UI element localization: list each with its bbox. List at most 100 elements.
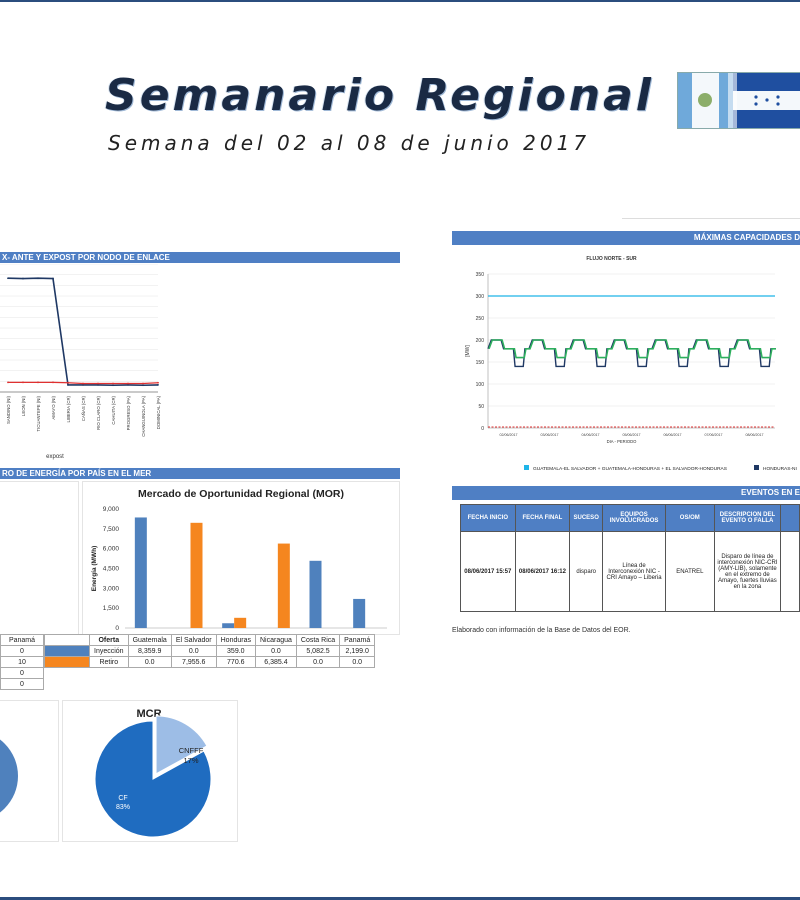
y-tick-label: 150 (476, 360, 485, 366)
legend-swatch (754, 465, 759, 470)
bar (134, 517, 147, 628)
page-title: Semanario Regional (105, 70, 654, 121)
page-subtitle: Semana del 02 al 08 de junio 2017 (108, 131, 591, 155)
mor-table-header: Nicaragua (254, 634, 297, 646)
legend-swatch-retiro (44, 656, 90, 668)
x-tick-label: 08/06/2017 (746, 433, 764, 437)
left-pie-panel (0, 700, 59, 842)
data-point (82, 383, 84, 386)
legend-swatch-inyeccion (44, 645, 90, 657)
events-col-header: FECHA FINAL (514, 504, 571, 532)
legend-swatch-cell (44, 634, 90, 646)
mor-cell: 6,385.4 (254, 656, 297, 668)
series-line (7, 277, 159, 387)
x-tick-label: CAÑAS (CR) (81, 395, 86, 421)
data-point (52, 381, 54, 384)
y-tick-label: 9,000 (103, 506, 120, 513)
chart-title: Mercado de Oportunidad Regional (MOR) (138, 488, 344, 500)
mor-table-header: Honduras (215, 634, 256, 646)
y-tick-label: 100 (476, 382, 485, 388)
footnote: Elaborado con información de la Base de … (452, 627, 631, 634)
x-axis-label: DIA - PERIODO (607, 439, 638, 444)
mor-cell: 7,955.6 (170, 656, 217, 668)
mor-cell: 0.0 (295, 656, 341, 668)
mor-cell: 0.0 (254, 645, 297, 657)
events-col-header: DESCRIPCION DEL EVENTO O FALLA (713, 504, 782, 532)
section-header-max-capacity: MÁXIMAS CAPACIDADES D (452, 231, 800, 245)
series-line-green (488, 339, 776, 359)
data-point (112, 382, 114, 385)
mor-cell: 5,082.5 (295, 645, 341, 657)
section-header-max-capacity-label: MÁXIMAS CAPACIDADES D (693, 233, 800, 242)
x-tick-label: PROGRESO (PA) (126, 395, 131, 430)
section-header-energy: RO DE ENERGÍA POR PAÍS EN EL MER (0, 468, 400, 479)
y-tick-label: 50 (478, 404, 484, 410)
section-header-nodes: X- ANTE Y EXPOST POR NODO DE ENLACE (0, 252, 400, 263)
left-table-cell: 0 (0, 645, 44, 657)
x-tick-label: 07/06/2017 (705, 433, 723, 437)
y-axis-label: Energía (MWh) (91, 546, 98, 592)
data-point (127, 382, 129, 385)
events-col-header: SUCESO (569, 504, 604, 532)
mor-table-header: Costa Rica (295, 634, 341, 646)
chart-title: MCR (136, 708, 161, 720)
x-tick-label: RIO CLARO (CR) (96, 395, 101, 429)
x-tick-label: DOMINICAL (PA) (156, 395, 161, 429)
x-tick-label: TICUANTEPE (NI) (36, 395, 41, 431)
mor-cell: 8,359.9 (127, 645, 172, 657)
pie-label: CF (118, 795, 127, 802)
fluid-line-chart: FLUJO NORTE - SUR 0 50 100 150 200 250 300 350 [M… (452, 250, 800, 480)
section-header-events-label: EVENTOS EN E (741, 488, 800, 497)
mor-data-table: Oferta Guatemala El Salvador Honduras Ni… (44, 634, 376, 668)
section-header-events: EVENTOS EN E (452, 486, 800, 500)
mor-cell: 0.0 (339, 656, 376, 668)
left-country-table: Panamá 0 10 0 0 (0, 634, 44, 690)
mor-cell: 0.0 (170, 645, 217, 657)
event-start: 08/06/2017 15:57 (460, 531, 516, 612)
y-tick-label: 1,500 (103, 605, 120, 612)
y-tick-label: 3,000 (103, 585, 120, 592)
x-tick-label: 04/06/2017 (582, 433, 600, 437)
mor-cell: 0.0 (127, 656, 172, 668)
x-tick-label: 02/06/2017 (500, 433, 518, 437)
y-tick-label: 4,500 (103, 566, 120, 573)
mor-table-header: Oferta (89, 634, 129, 646)
x-tick-label: AMAYO (NI) (51, 395, 56, 419)
legend-label: GUATEMALA-EL SALVADOR + GUATEMALA-HONDUR… (533, 466, 727, 472)
left-table-cell: 0 (0, 678, 44, 690)
mor-cell: 2,199.0 (339, 645, 376, 657)
event-description: Disparo de línea de interconexión NIC-CR… (713, 531, 782, 612)
y-tick-label: 6,000 (103, 546, 120, 553)
x-axis-label: expost (46, 454, 64, 460)
data-point (67, 381, 69, 384)
flags-logo (677, 72, 800, 129)
data-point (22, 381, 24, 384)
events-table: FECHA INICIO FECHA FINAL SUCESO EQUIPOS … (460, 504, 800, 612)
data-point (157, 381, 159, 384)
bottom-border (0, 897, 800, 900)
bar (222, 623, 235, 628)
y-tick-label: 200 (476, 338, 485, 344)
event-end: 08/06/2017 16:12 (514, 531, 571, 612)
mor-table-header: Panamá (339, 634, 376, 646)
y-tick-label: 250 (476, 316, 485, 322)
mor-table-header: Guatemala (127, 634, 172, 646)
events-col-header-extra (780, 504, 800, 532)
top-border (0, 0, 800, 2)
mor-chart-panel: Mercado de Oportunidad Regional (MOR) 0 1,… (82, 481, 400, 635)
y-tick-label: 7,500 (103, 526, 120, 533)
data-point (142, 384, 144, 387)
event-type: disparo (569, 531, 604, 612)
data-point (112, 384, 114, 387)
event-operator: ENATREL (664, 531, 715, 612)
left-table-cell: 0 (0, 667, 44, 679)
chart-title: FLUJO NORTE - SUR (586, 256, 637, 262)
left-table-header: Panamá (0, 634, 44, 646)
x-tick-label: LEON (NI) (21, 395, 26, 416)
legend-label: HONDURAS-NI (763, 466, 797, 472)
bar (353, 598, 366, 628)
events-col-header: EQUIPOS INVOLUCRADOS (602, 504, 666, 532)
data-point (37, 277, 39, 280)
y-tick-label: 350 (476, 272, 485, 278)
data-point (7, 277, 9, 280)
